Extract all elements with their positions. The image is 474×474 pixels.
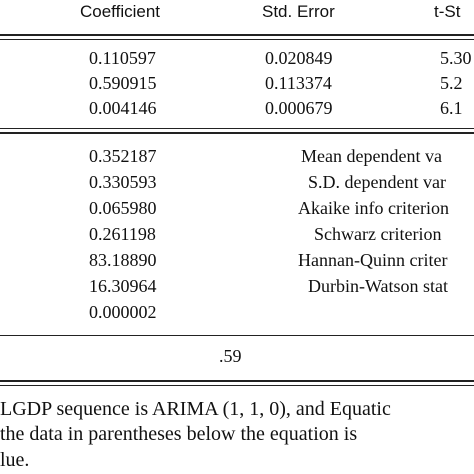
rule-header-bottom <box>0 39 474 40</box>
header-coefficient: Coefficient <box>80 2 161 21</box>
stat-value: 0.065980 <box>89 198 157 218</box>
header-std-error: Std. Error <box>262 2 335 21</box>
se-cell: 0.113374 <box>265 73 332 93</box>
stat-label: Hannan-Quinn criter <box>298 250 448 270</box>
t-cell: 6.1 <box>440 98 463 118</box>
rule-header-top <box>0 34 474 36</box>
caption-line: lue. <box>0 449 30 471</box>
stat-value: 0.330593 <box>89 172 157 192</box>
caption-line: LGDP sequence is ARIMA (1, 1, 0), and Eq… <box>0 398 391 420</box>
t-cell: 5.2 <box>440 73 463 93</box>
stat-value: 0.261198 <box>89 224 156 244</box>
t-cell: 5.30 <box>440 48 472 68</box>
coef-cell: 0.110597 <box>89 48 156 68</box>
rule-bottom-top <box>0 380 474 382</box>
rule-bottom-bottom <box>0 385 474 386</box>
coef-cell: 0.004146 <box>89 98 157 118</box>
stat-value: 83.18890 <box>89 250 157 270</box>
caption-line: the data in parentheses below the equati… <box>0 423 358 445</box>
rule-mid-top <box>0 128 474 129</box>
rule-mid-bottom <box>0 132 474 134</box>
stat-label: S.D. dependent var <box>308 172 446 192</box>
se-cell: 0.000679 <box>265 98 333 118</box>
stat-label: Durbin-Watson stat <box>308 276 449 296</box>
stat-value: 0.000002 <box>89 302 157 322</box>
se-cell: 0.020849 <box>265 48 333 68</box>
stat-value: 0.352187 <box>89 146 157 166</box>
stat-label: Mean dependent va <box>301 146 442 166</box>
rule-lower <box>0 335 474 336</box>
header-t-stat: t-St <box>434 2 461 21</box>
stat-label: Akaike info criterion <box>298 198 449 218</box>
coef-cell: 0.590915 <box>89 73 157 93</box>
bottom-value: .59 <box>219 346 242 366</box>
stat-label: Schwarz criterion <box>314 224 442 244</box>
stat-value: 16.30964 <box>89 276 157 296</box>
